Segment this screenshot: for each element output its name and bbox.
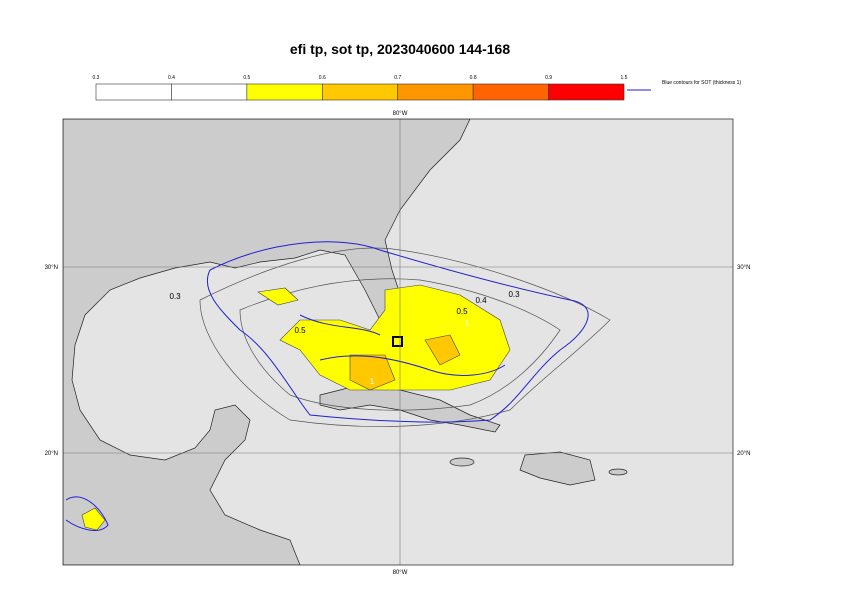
colorbar-segment [171,83,248,101]
colorbar-segment [321,83,399,101]
lon-label: 80°W [393,570,408,576]
sot-contour [206,241,589,423]
location-marker [392,336,403,347]
contour-label: 1 [370,377,375,386]
land-puerto-rico [608,468,628,476]
colorbar-tick-label: 0.7 [394,75,401,81]
efi-area-0.6 [424,334,461,366]
contour-label: 0.5 [294,326,306,335]
colorbar-segment [548,83,625,101]
lat-label: 30°N [737,265,750,271]
colorbar-segment [472,83,549,101]
colorbar-segment [95,83,172,101]
colorbar-tick-label: 0.9 [545,75,552,81]
map [63,119,628,565]
legend-text: Blue contours for SOT (thickness 1) [662,80,741,86]
lon-label: 80°W [393,111,408,117]
contour-label: 0.3 [169,292,181,301]
colorbar-tick-label: 0.3 [93,75,100,81]
sot-contour [65,496,109,531]
map-frame [62,118,734,566]
colorbar: 0.3 0.4 0.5 0.6 0.7 0.8 0.9 1.5 [93,75,628,101]
sot-contour [299,314,506,376]
colorbar-segment [397,83,474,101]
title: efi tp, sot tp, 2023040600 144-168 [290,41,510,57]
colorbar-tick-label: 0.8 [470,75,477,81]
colorbar-segment [246,83,323,101]
colorbar-tick-label: 0.4 [168,75,175,81]
colorbar-tick-label: 1.5 [621,75,628,81]
contour-gray [239,278,561,411]
lat-label: 20°N [737,451,750,457]
land-cuba [319,384,501,433]
contour-label: 0.3 [508,290,520,299]
colorbar-tick-label: 0.5 [243,75,250,81]
efi-area-0.5 [81,507,106,531]
efi-area-0.6 [349,354,396,391]
land-jamaica [449,457,475,467]
contour-gray [199,247,611,427]
lat-label: 20°N [45,451,58,457]
lat-label: 30°N [45,265,58,271]
land-hispaniola [519,451,596,486]
contour-label: 0.4 [475,296,487,305]
contour-label: 1 [465,319,470,328]
colorbar-tick-label: 0.6 [319,75,326,81]
efi-area-0.5 [257,287,299,306]
contour-label: 0.5 [456,307,468,316]
